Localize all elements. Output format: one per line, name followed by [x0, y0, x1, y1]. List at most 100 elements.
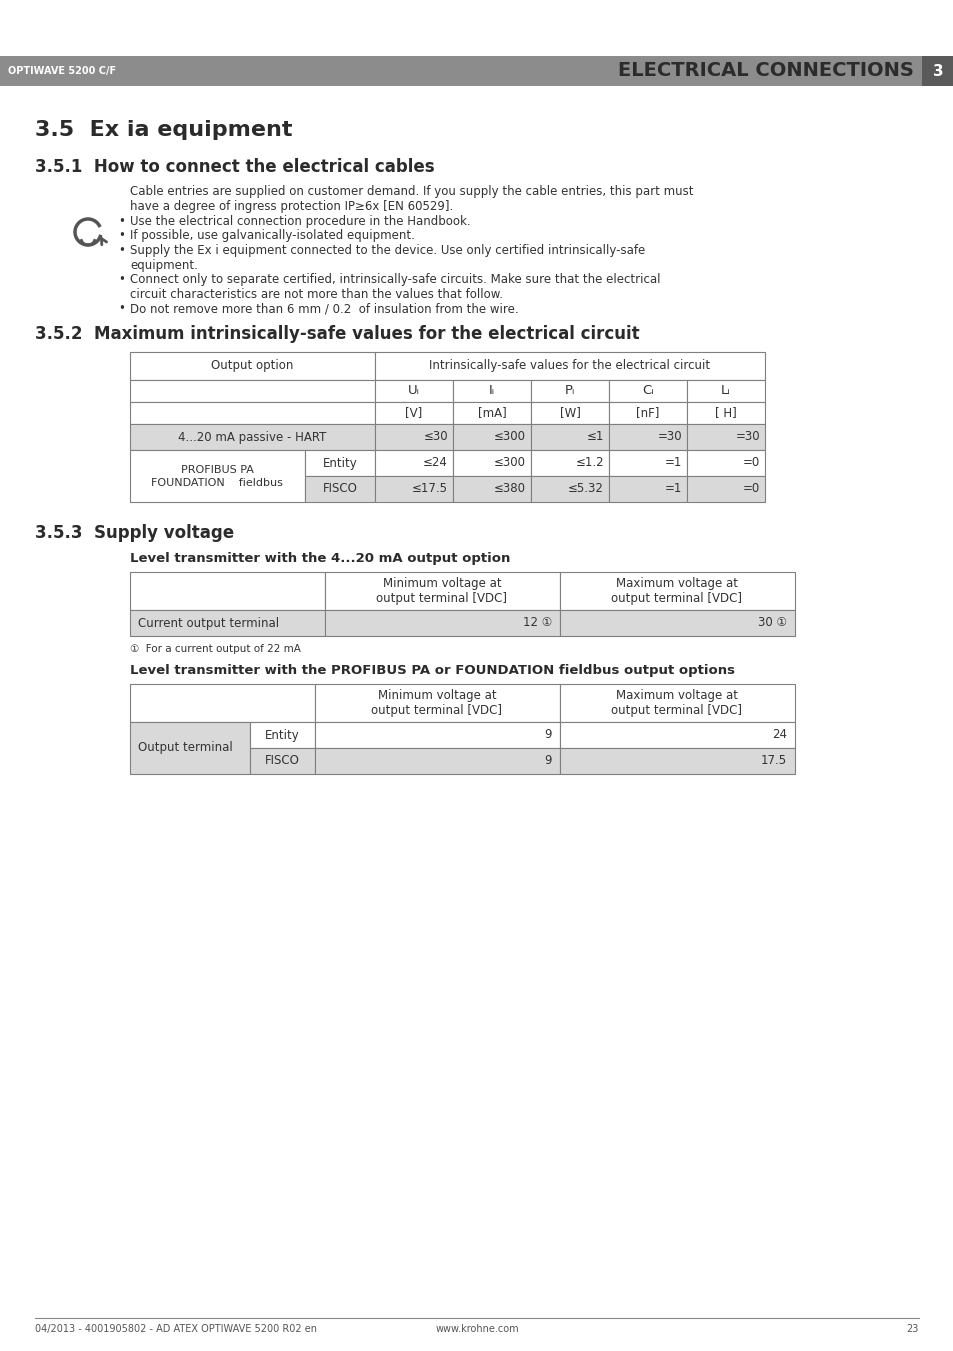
- Bar: [686, 403, 764, 424]
- Text: Lᵢ: Lᵢ: [720, 385, 730, 397]
- Bar: [375, 403, 453, 424]
- Bar: [559, 571, 794, 611]
- Text: Maximum voltage at
output terminal [VDC]: Maximum voltage at output terminal [VDC]: [611, 577, 741, 605]
- Bar: [531, 476, 608, 503]
- Text: ≤30: ≤30: [423, 431, 448, 443]
- Text: ≤1: ≤1: [586, 431, 603, 443]
- Bar: [531, 403, 608, 424]
- Bar: [130, 424, 375, 450]
- Bar: [608, 380, 686, 403]
- Bar: [453, 403, 531, 424]
- Text: 17.5: 17.5: [760, 754, 786, 767]
- Bar: [305, 450, 375, 476]
- Bar: [559, 611, 794, 636]
- Text: [V]: [V]: [405, 407, 422, 420]
- Text: ELECTRICAL CONNECTIONS: ELECTRICAL CONNECTIONS: [618, 62, 913, 81]
- Text: ≤1.2: ≤1.2: [575, 457, 603, 470]
- Bar: [453, 380, 531, 403]
- Bar: [375, 424, 453, 450]
- Text: FOUNDATION    fieldbus: FOUNDATION fieldbus: [151, 478, 283, 488]
- Text: ≤24: ≤24: [423, 457, 448, 470]
- Bar: [375, 450, 453, 476]
- Bar: [250, 748, 314, 774]
- Text: ≤5.32: ≤5.32: [568, 482, 603, 496]
- Text: 24: 24: [771, 728, 786, 742]
- Text: 3.5.1  How to connect the electrical cables: 3.5.1 How to connect the electrical cabl…: [35, 158, 435, 176]
- Text: [W]: [W]: [559, 407, 579, 420]
- Text: =1: =1: [664, 457, 681, 470]
- Text: FISCO: FISCO: [264, 754, 299, 767]
- Bar: [130, 353, 375, 380]
- Bar: [559, 684, 794, 721]
- Bar: [130, 380, 375, 403]
- Text: 23: 23: [905, 1324, 918, 1333]
- Text: Use the electrical connection procedure in the Handbook.: Use the electrical connection procedure …: [130, 215, 470, 228]
- Bar: [453, 424, 531, 450]
- Text: 30 ①: 30 ①: [758, 616, 786, 630]
- Bar: [531, 380, 608, 403]
- Bar: [608, 424, 686, 450]
- Text: OPTIWAVE 5200 C/F: OPTIWAVE 5200 C/F: [8, 66, 116, 76]
- Bar: [608, 450, 686, 476]
- Bar: [325, 611, 559, 636]
- Bar: [453, 450, 531, 476]
- Bar: [453, 476, 531, 503]
- Bar: [130, 450, 305, 503]
- Text: Entity: Entity: [322, 457, 357, 470]
- Bar: [250, 721, 314, 748]
- Bar: [608, 403, 686, 424]
- Text: 9: 9: [544, 754, 552, 767]
- Text: Iᵢ: Iᵢ: [489, 385, 495, 397]
- Text: =30: =30: [735, 431, 760, 443]
- Text: have a degree of ingress protection IP≥6x [EN 60529].: have a degree of ingress protection IP≥6…: [130, 200, 453, 213]
- Bar: [686, 450, 764, 476]
- Text: •: •: [118, 273, 125, 286]
- Text: 3.5.3  Supply voltage: 3.5.3 Supply voltage: [35, 524, 233, 542]
- Bar: [608, 476, 686, 503]
- Text: •: •: [118, 230, 125, 242]
- Bar: [130, 721, 250, 774]
- Text: 4...20 mA passive - HART: 4...20 mA passive - HART: [177, 431, 326, 443]
- Bar: [686, 424, 764, 450]
- Text: Cᵢ: Cᵢ: [641, 385, 653, 397]
- Text: •: •: [118, 303, 125, 315]
- Text: ≤17.5: ≤17.5: [412, 482, 448, 496]
- Text: 3.5.2  Maximum intrinsically-safe values for the electrical circuit: 3.5.2 Maximum intrinsically-safe values …: [35, 326, 639, 343]
- Text: Minimum voltage at
output terminal [VDC]: Minimum voltage at output terminal [VDC]: [371, 689, 502, 717]
- Text: Cable entries are supplied on customer demand. If you supply the cable entries, : Cable entries are supplied on customer d…: [130, 185, 693, 199]
- Bar: [375, 476, 453, 503]
- Text: Output terminal: Output terminal: [138, 742, 233, 754]
- Bar: [314, 684, 559, 721]
- Bar: [559, 721, 794, 748]
- Text: PROFIBUS PA: PROFIBUS PA: [180, 465, 253, 476]
- Text: Minimum voltage at
output terminal [VDC]: Minimum voltage at output terminal [VDC]: [376, 577, 507, 605]
- Text: 12 ①: 12 ①: [522, 616, 552, 630]
- Bar: [305, 476, 375, 503]
- Bar: [0, 55, 953, 86]
- Text: ①  For a current output of 22 mA: ① For a current output of 22 mA: [130, 644, 300, 654]
- Text: =0: =0: [742, 457, 760, 470]
- Text: Pᵢ: Pᵢ: [564, 385, 575, 397]
- Text: If possible, use galvanically-isolated equipment.: If possible, use galvanically-isolated e…: [130, 230, 415, 242]
- Text: [mA]: [mA]: [477, 407, 506, 420]
- Text: 04/2013 - 4001905802 - AD ATEX OPTIWAVE 5200 R02 en: 04/2013 - 4001905802 - AD ATEX OPTIWAVE …: [35, 1324, 316, 1333]
- Bar: [921, 55, 953, 86]
- Text: ≤300: ≤300: [494, 431, 525, 443]
- Text: [ H]: [ H]: [715, 407, 736, 420]
- Bar: [375, 353, 764, 380]
- Text: equipment.: equipment.: [130, 258, 197, 272]
- Text: Maximum voltage at
output terminal [VDC]: Maximum voltage at output terminal [VDC]: [611, 689, 741, 717]
- Text: Level transmitter with the PROFIBUS PA or FOUNDATION fieldbus output options: Level transmitter with the PROFIBUS PA o…: [130, 663, 734, 677]
- Text: 9: 9: [544, 728, 552, 742]
- Text: Connect only to separate certified, intrinsically-safe circuits. Make sure that : Connect only to separate certified, intr…: [130, 273, 659, 286]
- Bar: [686, 380, 764, 403]
- Text: =30: =30: [657, 431, 681, 443]
- Bar: [130, 403, 375, 424]
- Text: ≤300: ≤300: [494, 457, 525, 470]
- Text: Supply the Ex i equipment connected to the device. Use only certified intrinsica: Supply the Ex i equipment connected to t…: [130, 245, 644, 257]
- Text: circuit characteristics are not more than the values that follow.: circuit characteristics are not more tha…: [130, 288, 502, 300]
- Bar: [531, 424, 608, 450]
- Text: •: •: [118, 215, 125, 228]
- Bar: [130, 684, 314, 721]
- Text: [nF]: [nF]: [636, 407, 659, 420]
